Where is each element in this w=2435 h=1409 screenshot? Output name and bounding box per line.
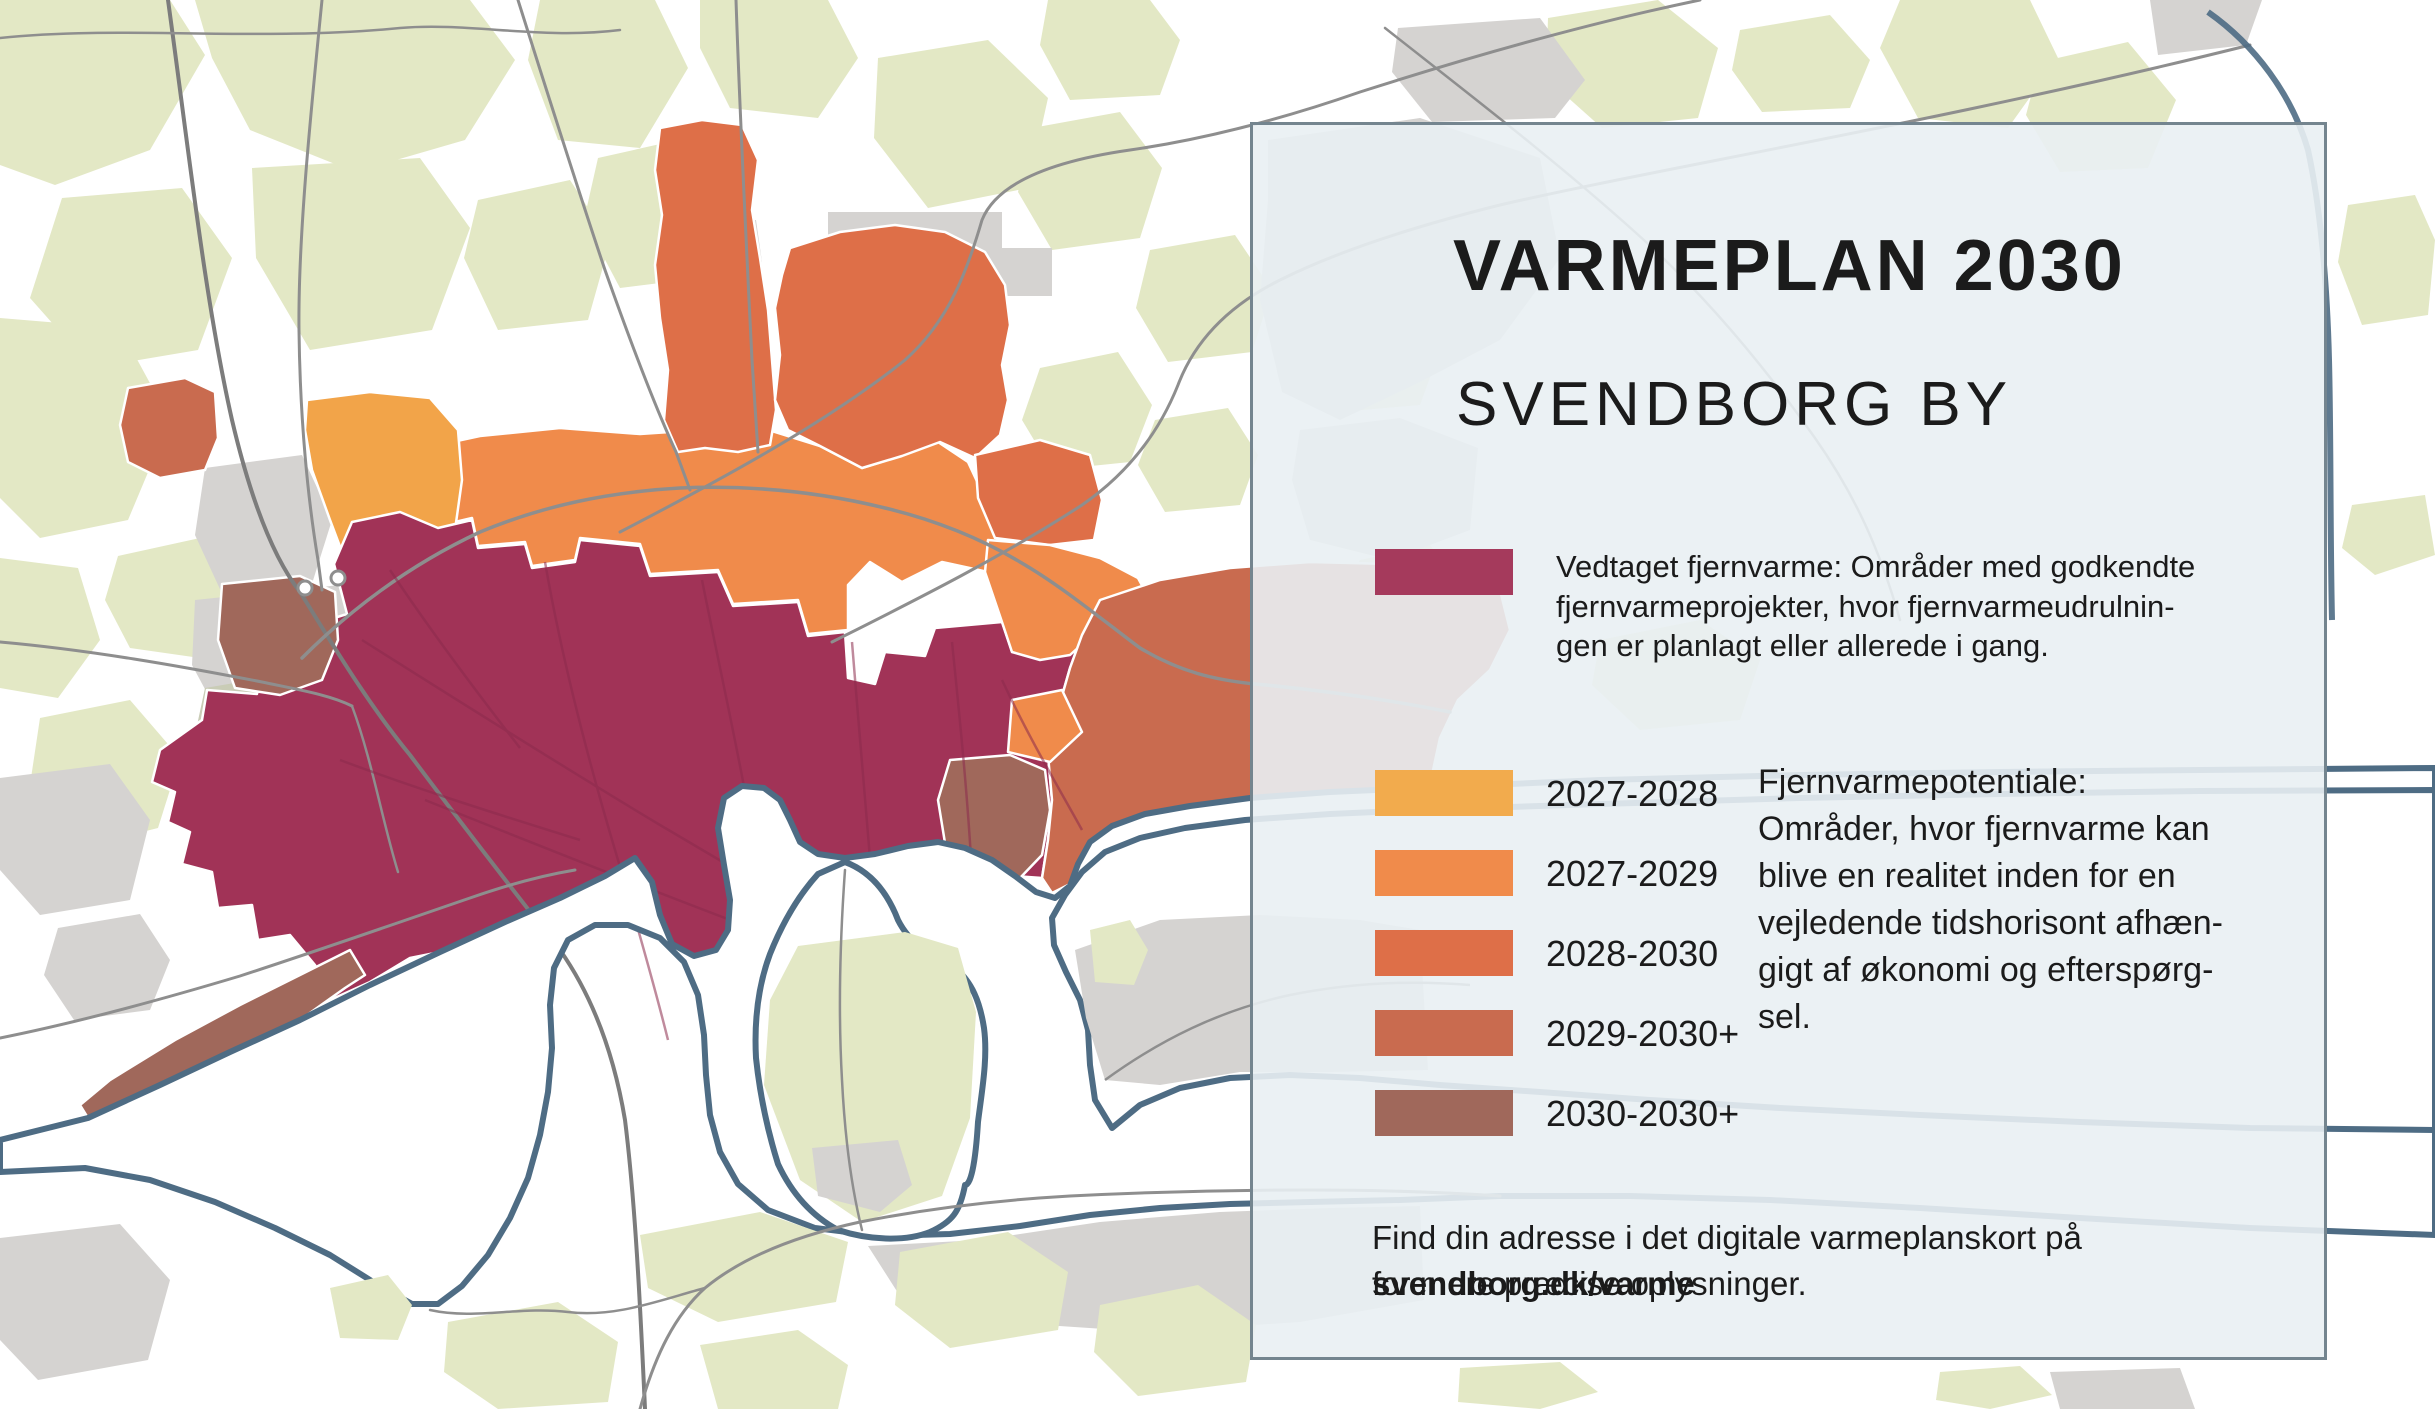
zone-2027-2029-inholding [1006,688,1084,764]
page-title: VARMEPLAN 2030 [1453,226,2126,306]
railway-west [166,0,647,1409]
adopted-swatch [1375,549,1513,595]
page-subtitle: SVENDBORG BY [1456,370,2013,439]
footer-line1: Find din adresse i det digitale varmepla… [1372,1219,2082,1256]
legend-label: 2028-2030 [1546,933,1719,974]
footer-rest: for mere præcise oplysninger. [1372,1265,1807,1302]
zone-2028-2030-a [653,118,778,454]
legend-panel: VARMEPLAN 2030 SVENDBORG BY Vedtaget fje… [1250,122,2327,1360]
legend-label: 2030-2030+ [1546,1093,1740,1134]
website-link-text: svendborg.dk/varme [1372,1265,1695,1302]
legend-swatch-2027-2029 [1375,850,1513,896]
legend-swatch-2027-2028 [1375,770,1513,816]
field-patches [0,0,2435,848]
legend-label: 2027-2029 [1546,853,1719,894]
station-markers [296,569,347,597]
legend-swatch-2028-2030 [1375,930,1513,976]
footer-note: Find din adresse i det digitale varmepla… [1372,1215,2272,1302]
potential-description: Fjernvarmepotentiale: Områder, hvor fjer… [1758,763,2223,1036]
ring-road [300,485,1452,714]
zone-2029-2030-west [118,376,220,480]
zone-2028-2030-b [773,223,1012,470]
legend-label: 2027-2028 [1546,773,1719,814]
zone-2028-2030-c [973,438,1104,547]
legend-swatch-2029-2030 [1375,1010,1513,1056]
road-northeast [618,0,1702,534]
adopted-description: Vedtaget fjernvarme: Områder med godkend… [1556,549,2196,663]
peninsula [752,859,989,1242]
legend-swatch-2030-2030 [1375,1090,1513,1136]
legend-label: 2029-2030+ [1546,1013,1740,1054]
